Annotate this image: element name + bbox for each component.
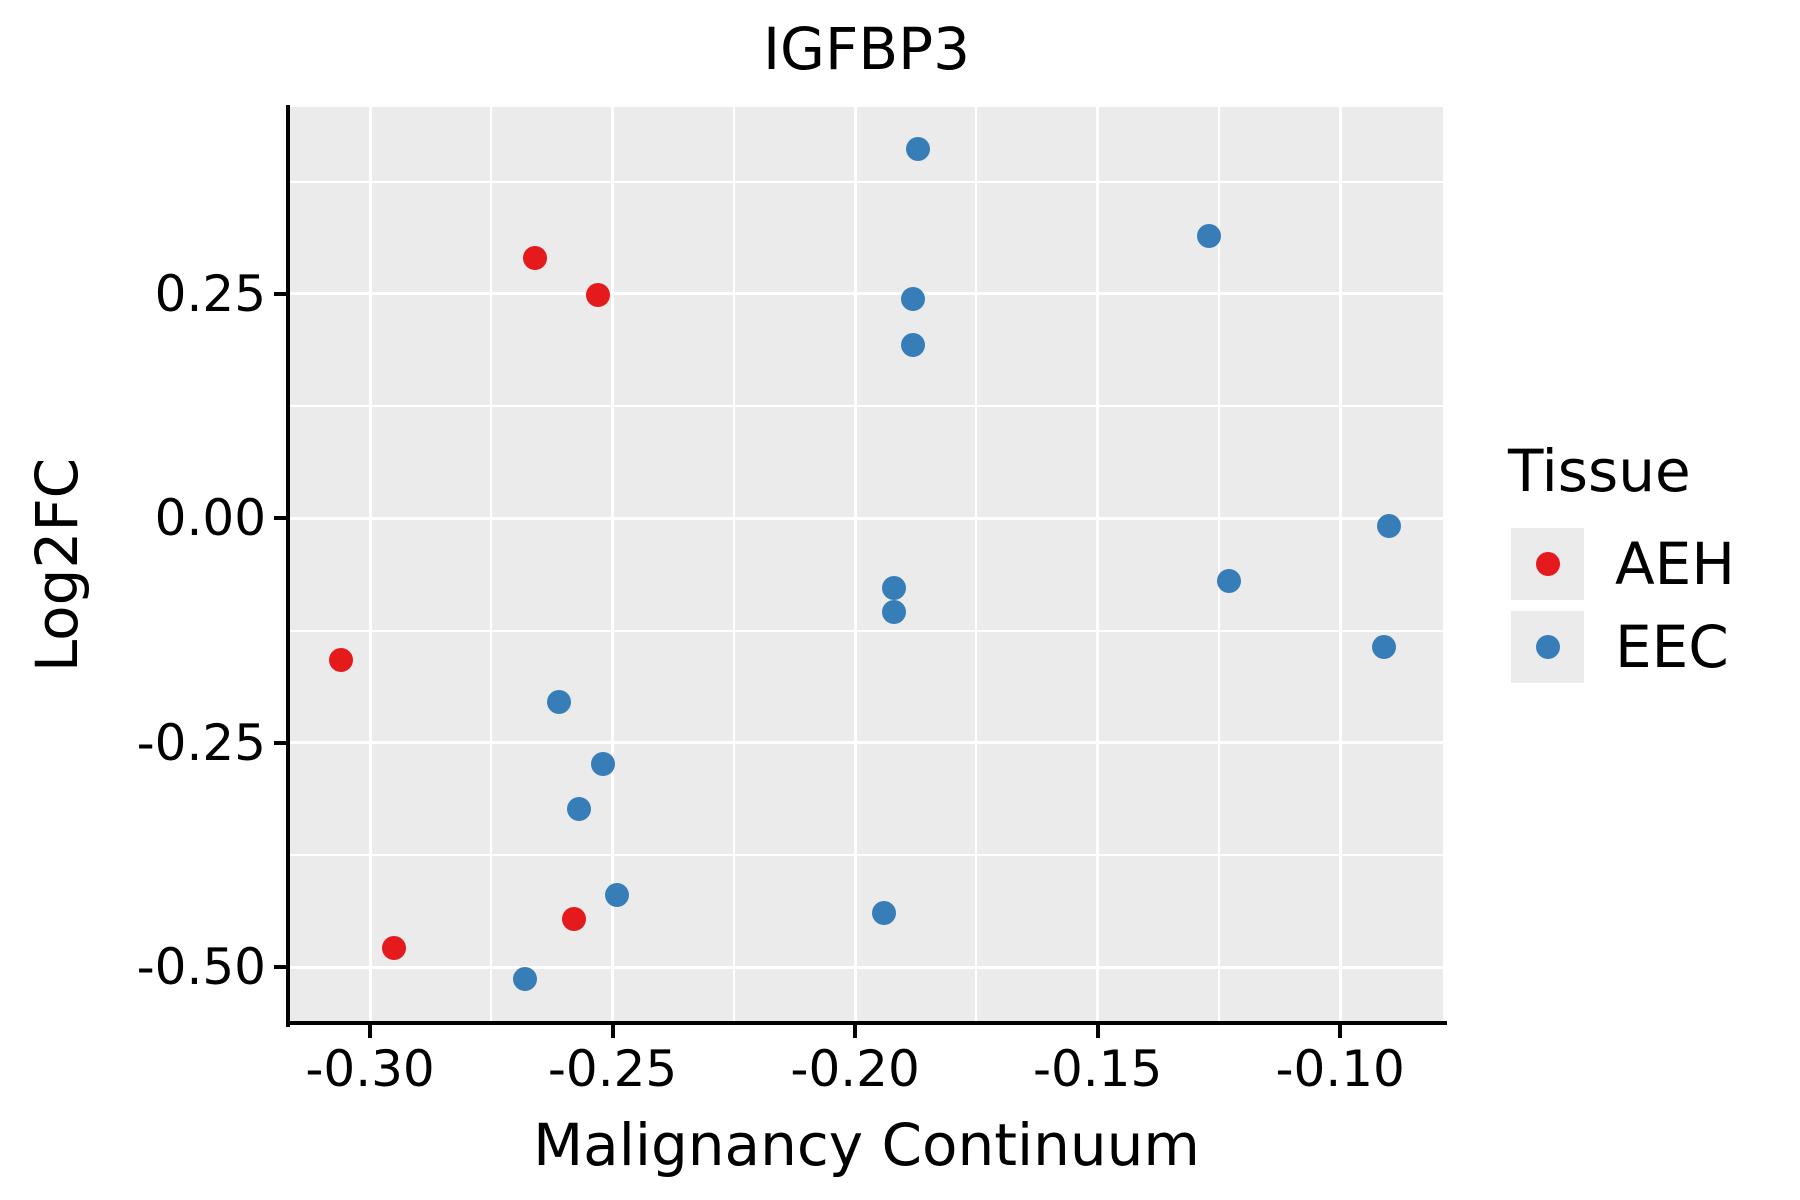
data-point-aeh: [382, 936, 407, 961]
data-point-eec: [605, 883, 630, 908]
gridline-major: [290, 741, 1443, 745]
legend-key-box: [1511, 528, 1584, 600]
x-tick: [853, 1025, 858, 1038]
data-point-eec: [566, 797, 591, 822]
gridline-major: [611, 107, 615, 1023]
y-tick-label: -0.50: [136, 938, 266, 997]
aeh-dot-icon: [1535, 552, 1560, 576]
gridline-major: [290, 965, 1443, 969]
gridline-major: [853, 107, 857, 1023]
legend-entry-aeh: AEH: [1508, 528, 1800, 600]
x-tick-label: -0.25: [547, 1040, 678, 1098]
y-axis-label: Log2FC: [23, 457, 91, 673]
gridline-minor: [490, 107, 493, 1023]
x-tick-label: -0.30: [305, 1040, 435, 1098]
x-axis-label: Malignancy Continuum: [533, 1111, 1200, 1179]
gridline-minor: [290, 629, 1443, 632]
gridline-minor: [290, 854, 1443, 857]
y-tick: [274, 516, 286, 521]
plot-title: IGFBP3: [762, 15, 971, 83]
data-point-eec: [906, 137, 931, 162]
data-point-eec: [901, 287, 926, 312]
data-point-eec: [872, 900, 897, 925]
gridline-major: [290, 292, 1443, 296]
gridline-major: [1096, 107, 1100, 1023]
data-point-eec: [901, 332, 926, 357]
gridline-minor: [1217, 107, 1220, 1023]
data-point-aeh: [586, 282, 611, 307]
x-tick: [610, 1025, 615, 1038]
gridline-minor: [975, 107, 978, 1023]
legend-entry-eec: EEC: [1508, 611, 1800, 683]
y-tick: [274, 740, 286, 745]
x-tick-label: -0.20: [790, 1040, 920, 1098]
eec-dot-icon: [1535, 635, 1560, 659]
y-tick: [274, 291, 286, 296]
x-tick-label: -0.15: [1032, 1040, 1163, 1098]
gridline-minor: [290, 180, 1443, 183]
x-tick: [1338, 1025, 1343, 1038]
data-point-aeh: [328, 648, 353, 673]
gridline-major: [368, 107, 372, 1023]
data-point-eec: [881, 599, 906, 624]
data-point-eec: [590, 752, 615, 777]
y-tick-label: -0.25: [136, 713, 266, 772]
y-tick-label: 0.25: [154, 264, 266, 323]
data-point-eec: [881, 576, 906, 601]
legend-label-eec: EEC: [1615, 613, 1729, 681]
data-point-eec: [1197, 224, 1222, 249]
data-point-eec: [1376, 514, 1401, 539]
data-point-eec: [547, 689, 572, 714]
x-tick: [368, 1025, 373, 1038]
x-axis-line: [286, 1021, 1447, 1025]
data-point-eec: [1216, 569, 1241, 594]
y-axis-line: [286, 105, 290, 1027]
legend-title: Tissue: [1508, 437, 1691, 505]
legend-label-aeh: AEH: [1615, 530, 1735, 598]
gridline-major: [290, 516, 1443, 520]
data-point-aeh: [522, 245, 547, 270]
data-point-eec: [1371, 634, 1396, 659]
plot-panel: [290, 107, 1443, 1023]
gridline-minor: [290, 405, 1443, 408]
legend: Tissue AEH EEC: [1508, 438, 1800, 694]
gridline-major: [1338, 107, 1342, 1023]
legend-key-box: [1511, 611, 1584, 683]
gridline-minor: [732, 107, 735, 1023]
x-tick: [1095, 1025, 1100, 1038]
x-tick-label: -0.10: [1275, 1040, 1405, 1098]
data-point-aeh: [561, 906, 586, 931]
y-tick: [274, 965, 286, 970]
data-point-eec: [513, 966, 538, 991]
